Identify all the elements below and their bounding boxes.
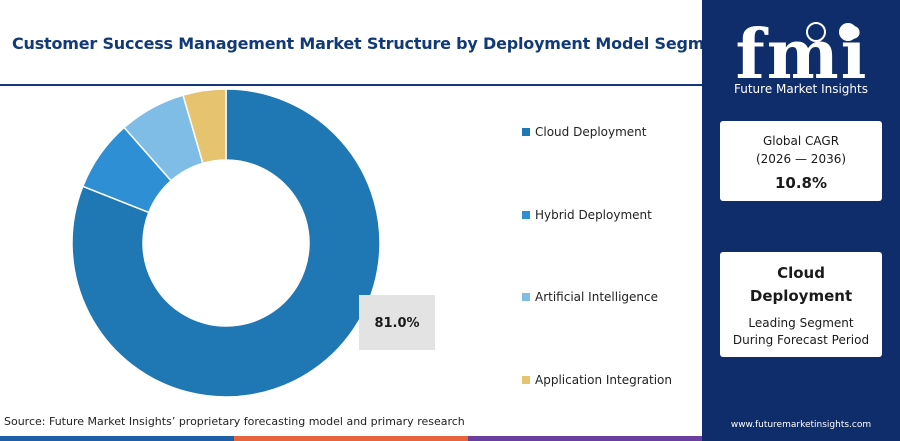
leading-segment-card: Cloud Deployment Leading Segment During …	[720, 252, 882, 357]
leading-segment-caption-line2: During Forecast Period	[732, 333, 870, 347]
donut-slice-cloud-deployment	[71, 88, 381, 398]
donut-slice-application-integration	[182, 88, 227, 165]
leading-segment-caption-line1: Leading Segment	[748, 316, 854, 330]
cagr-card: Global CAGR (2026 — 2036) 10.8%	[720, 121, 882, 201]
legend-label: Application Integration	[535, 373, 672, 387]
legend-item-cloud-deployment: Cloud Deployment	[522, 125, 647, 139]
fmi-logo: fmi	[735, 15, 866, 95]
legend-swatch	[522, 376, 530, 384]
bottom-bar-segment	[0, 436, 234, 441]
legend-item-application-integration: Application Integration	[522, 373, 672, 387]
logo-dot-icon	[839, 23, 857, 41]
source-note: Source: Future Market Insights’ propriet…	[4, 415, 465, 428]
cagr-value: 10.8%	[774, 174, 828, 192]
legend-item-hybrid-deployment: Hybrid Deployment	[522, 208, 652, 222]
donut-chart: 81.0%	[71, 88, 435, 398]
legend-label: Cloud Deployment	[535, 125, 647, 139]
leading-segment-name-line2: Deployment	[749, 287, 853, 305]
legend-label: Artificial Intelligence	[535, 290, 658, 304]
logo-tagline: Future Market Insights	[733, 82, 868, 96]
bottom-bar-segment	[468, 436, 702, 441]
legend-item-artificial-intelligence: Artificial Intelligence	[522, 290, 658, 304]
legend-swatch	[522, 211, 530, 219]
chart-title: Customer Success Management Market Struc…	[12, 34, 734, 53]
legend-swatch	[522, 128, 530, 136]
logo-globe-icon	[806, 22, 826, 42]
data-label-cloud-deployment: 81.0%	[359, 295, 435, 350]
website-link[interactable]: www.futuremarketinsights.com	[730, 420, 872, 430]
cagr-label: Global CAGR	[762, 134, 840, 148]
brand-panel: fmi Future Market Insights Global CAGR (…	[702, 0, 900, 441]
leading-segment-name-line1: Cloud	[777, 264, 825, 282]
cagr-period: (2026 — 2036)	[755, 152, 847, 166]
legend-swatch	[522, 293, 530, 301]
bottom-bar-segment	[234, 436, 468, 441]
data-label-text: 81.0%	[374, 316, 419, 331]
title-divider	[0, 84, 702, 86]
legend-label: Hybrid Deployment	[535, 208, 652, 222]
